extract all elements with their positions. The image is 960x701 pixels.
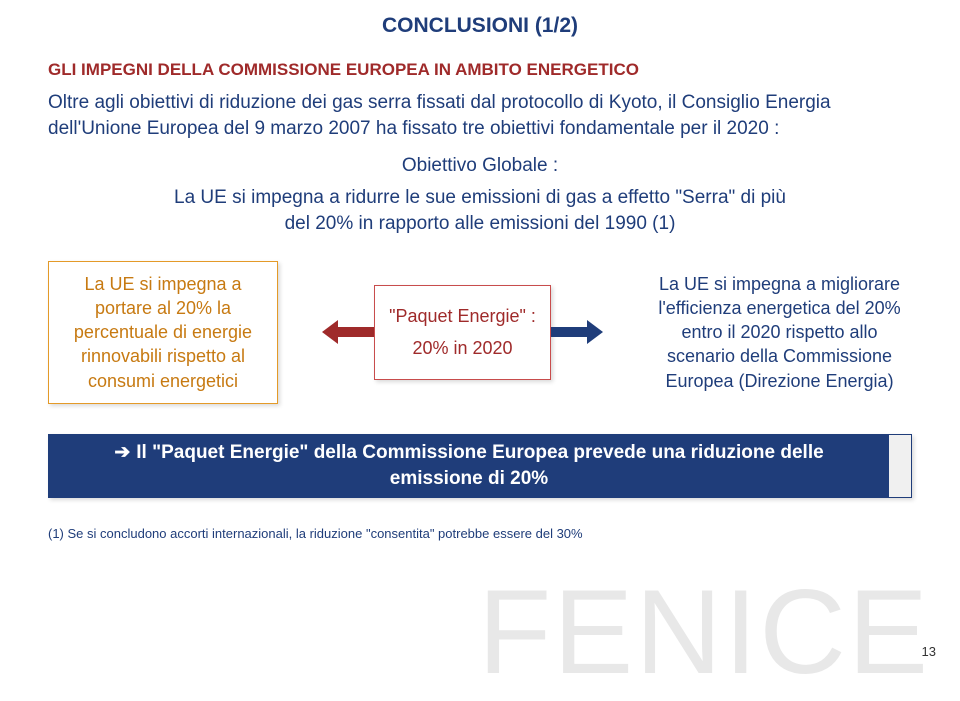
intro-paragraph: Oltre agli obiettivi di riduzione dei ga… [48,90,912,141]
slide-content: CONCLUSIONI (1/2) GLI IMPEGNI DELLA COMM… [0,0,960,541]
center-box: "Paquet Energie" : 20% in 2020 [374,285,551,380]
center-box-line2: 20% in 2020 [389,332,536,364]
conclusion-text: ➔ Il "Paquet Energie" della Commissione E… [69,440,869,491]
center-box-line1: "Paquet Energie" : [389,300,536,332]
conclusion-tail [889,435,911,497]
three-column-row: La UE si impegna a portare al 20% la per… [48,261,912,404]
left-box: La UE si impegna a portare al 20% la per… [48,261,278,404]
center-group: "Paquet Energie" : 20% in 2020 [322,285,603,380]
conclusion-inner: ➔ Il "Paquet Energie" della Commissione E… [49,435,889,497]
objective-label: Obiettivo Globale : [48,155,912,177]
arrow-right-icon [551,317,603,347]
conclusion-label: Il "Paquet Energie" della Commissione Eu… [136,442,823,489]
conclusion-banner: ➔ Il "Paquet Energie" della Commissione E… [48,434,912,498]
page-number: 13 [922,644,936,659]
right-text: La UE si impegna a migliorare l'efficien… [647,272,912,393]
watermark-text: FENICE [478,563,930,701]
page-subtitle: GLI IMPEGNI DELLA COMMISSIONE EUROPEA IN… [48,60,912,80]
footnote-text: (1) Se si concludono accorti internazion… [48,526,912,541]
bullet-arrow-icon: ➔ [114,442,130,463]
objective-text: La UE si impegna a ridurre le sue emissi… [160,185,800,236]
arrow-left-icon [322,317,374,347]
page-title: CONCLUSIONI (1/2) [48,14,912,38]
